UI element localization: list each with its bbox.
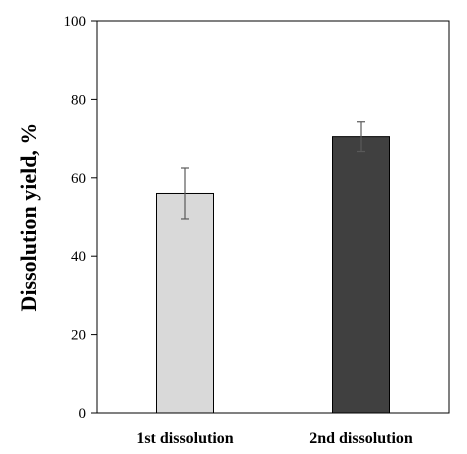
bars — [156, 136, 390, 414]
x-axis-labels: 1st dissolution 2nd dissolution — [136, 430, 413, 447]
y-axis-ticks: 0 20 40 60 80 100 — [64, 14, 97, 422]
x-category-label: 2nd dissolution — [309, 430, 413, 447]
error-bar-2 — [357, 121, 365, 153]
y-tick-label: 80 — [71, 92, 86, 108]
y-tick-label: 0 — [79, 406, 87, 422]
bar-2 — [332, 136, 390, 414]
error-bar-1 — [181, 167, 189, 220]
y-axis-title: Dissolution yield, % — [16, 123, 41, 312]
y-tick-label: 60 — [71, 171, 86, 187]
y-tick-label: 20 — [71, 328, 86, 344]
y-tick-label: 100 — [64, 14, 87, 30]
error-bars — [181, 121, 365, 220]
plot-area-frame — [96, 20, 450, 414]
y-tick-label: 40 — [71, 249, 86, 265]
x-category-label: 1st dissolution — [136, 430, 233, 447]
bar-1 — [156, 192, 214, 414]
